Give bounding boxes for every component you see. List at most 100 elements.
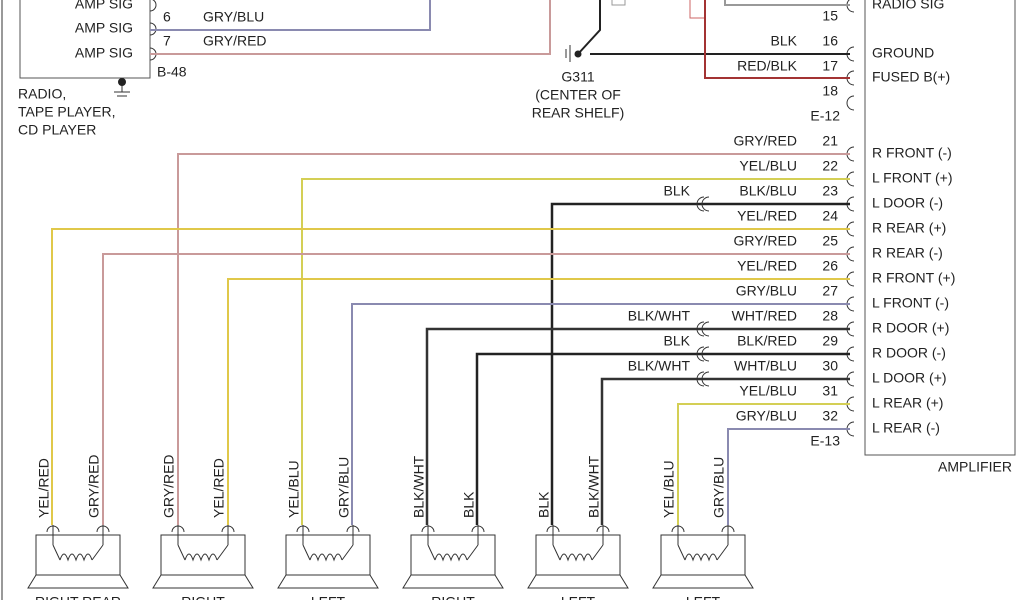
wire xyxy=(301,178,850,525)
label: 30 xyxy=(822,358,838,374)
speaker-cone xyxy=(27,574,129,589)
label: 21 xyxy=(822,133,838,149)
radio-box xyxy=(19,0,151,79)
label: 22 xyxy=(822,158,838,174)
label: E-12 xyxy=(810,108,840,124)
label: YEL/BLU xyxy=(739,158,797,174)
label: GRY/BLU xyxy=(736,408,797,424)
label: GRY/RED xyxy=(161,454,177,518)
speaker-coil xyxy=(552,544,604,562)
label: TAPE PLAYER, xyxy=(18,104,116,120)
label: GRY/BLU xyxy=(203,9,264,25)
label: L FRONT (+) xyxy=(872,170,953,186)
g311-wire xyxy=(577,0,601,55)
label: BLK/WHT xyxy=(586,455,602,518)
label: AMPLIFIER xyxy=(938,459,1012,475)
label: RIGHT REAR xyxy=(35,594,121,600)
label: RIGHT xyxy=(431,594,475,600)
speaker-cone xyxy=(402,574,504,589)
wire xyxy=(724,0,850,6)
label: GRY/BLU xyxy=(336,457,352,518)
splice xyxy=(696,321,710,337)
label: 7 xyxy=(163,33,171,49)
label: L DOOR (+) xyxy=(872,370,947,386)
wire xyxy=(727,428,850,525)
label: R REAR (+) xyxy=(872,220,946,236)
label: L DOOR (-) xyxy=(872,195,943,211)
label: YEL/RED xyxy=(211,458,227,518)
label: GRY/RED xyxy=(203,33,267,49)
speaker-body xyxy=(160,534,246,576)
label: GRY/BLU xyxy=(736,283,797,299)
wire xyxy=(177,153,850,525)
wire xyxy=(475,352,850,525)
label: R DOOR (-) xyxy=(872,345,946,361)
wire xyxy=(550,202,850,525)
wire xyxy=(150,0,551,55)
label: 23 xyxy=(822,183,838,199)
label: LEFT xyxy=(561,594,596,600)
speaker-coil xyxy=(302,544,354,562)
label: CD PLAYER xyxy=(18,122,96,138)
speaker-cone xyxy=(152,574,254,589)
label: 6 xyxy=(163,9,171,25)
label: BLK xyxy=(664,333,691,349)
label: BLK xyxy=(461,491,477,518)
label: RED/BLK xyxy=(737,58,798,74)
radio-terminal xyxy=(149,0,157,12)
speaker-body xyxy=(660,534,746,576)
label: 31 xyxy=(822,383,838,399)
label: GROUND xyxy=(872,45,934,61)
label: BLK xyxy=(536,491,552,518)
splice xyxy=(696,346,710,362)
label: RADIO SIG xyxy=(872,0,944,12)
label: L REAR (+) xyxy=(872,395,943,411)
label: L REAR (-) xyxy=(872,420,940,436)
label: YEL/BLU xyxy=(286,460,302,518)
wire xyxy=(600,377,850,525)
speaker-cone xyxy=(277,574,379,589)
label: BLK/WHT xyxy=(628,358,691,374)
label: 17 xyxy=(822,58,838,74)
label: (CENTER OF xyxy=(535,87,621,103)
label: REAR SHELF) xyxy=(532,105,625,121)
label: GRY/RED xyxy=(733,133,797,149)
label: GRY/BLU xyxy=(711,457,727,518)
label: 26 xyxy=(822,258,838,274)
label: G311 xyxy=(561,69,594,85)
wire xyxy=(351,303,850,525)
label: 27 xyxy=(822,283,838,299)
label: BLK xyxy=(664,183,691,199)
speaker-cone xyxy=(652,574,754,589)
label: LEFT xyxy=(686,594,721,600)
label: RADIO, xyxy=(18,86,66,102)
speaker-coil xyxy=(52,544,104,562)
label: YEL/RED xyxy=(36,458,52,518)
label: WHT/RED xyxy=(732,308,797,324)
label: 32 xyxy=(822,408,838,424)
label: LEFT xyxy=(311,594,346,600)
speaker-body xyxy=(285,534,371,576)
label: BLK/RED xyxy=(737,333,797,349)
label: B-48 xyxy=(157,64,187,80)
label: R REAR (-) xyxy=(872,245,943,261)
label: 16 xyxy=(822,33,838,49)
label: L FRONT (-) xyxy=(872,295,949,311)
label: 18 xyxy=(822,83,838,99)
amplifier-box xyxy=(864,0,1016,456)
label: R FRONT (+) xyxy=(872,270,955,286)
speaker-coil xyxy=(427,544,479,562)
label: R FRONT (-) xyxy=(872,145,952,161)
label: 25 xyxy=(822,233,838,249)
label: GRY/RED xyxy=(733,233,797,249)
label: AMP SIG xyxy=(75,20,133,36)
label: GRY/RED xyxy=(86,454,102,518)
label: BLK/WHT xyxy=(411,455,427,518)
splice xyxy=(696,196,710,212)
label: YEL/BLU xyxy=(739,383,797,399)
label: BLK xyxy=(771,33,798,49)
label: AMP SIG xyxy=(75,45,133,61)
top-wire xyxy=(611,0,626,6)
speaker-body xyxy=(410,534,496,576)
